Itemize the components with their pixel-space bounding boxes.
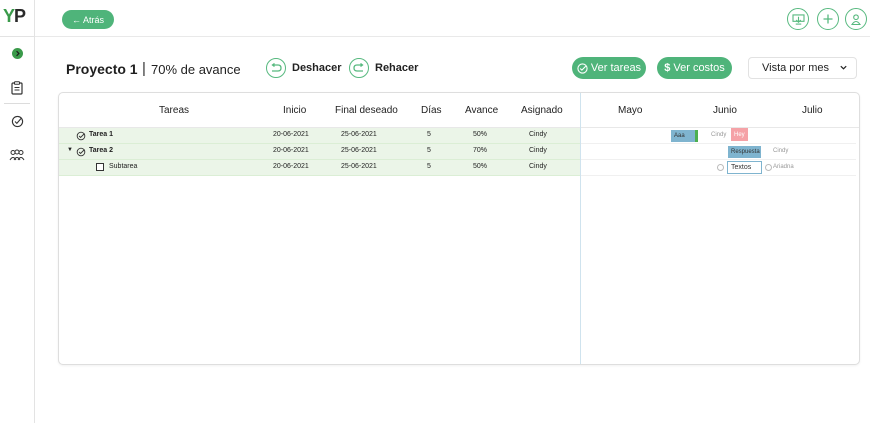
gantt-assignee: Ariadna — [773, 164, 794, 170]
check-circle-icon[interactable] — [76, 147, 86, 157]
subtask-checkbox[interactable] — [96, 163, 104, 171]
plus-icon — [823, 14, 833, 24]
task-progress: 50% — [473, 131, 488, 138]
arrow-left-icon: ← — [71, 14, 81, 25]
task-name: Tarea 1 — [89, 131, 113, 138]
month-header-julio: Julio — [802, 105, 823, 116]
task-end: 25-06-2021 — [341, 131, 377, 138]
gantt-panel: Tareas Inicio Final deseado Días Avance … — [58, 92, 860, 365]
view-mode-value: Vista por mes — [762, 62, 830, 74]
download-icon — [791, 13, 805, 25]
task-progress: 50% — [473, 163, 488, 170]
column-header-end: Final deseado — [335, 105, 398, 116]
download-button[interactable] — [787, 8, 809, 30]
view-tasks-button[interactable]: Ver tareas — [572, 57, 646, 79]
expand-sidebar-button[interactable] — [6, 44, 28, 62]
column-header-progress: Avance — [465, 105, 499, 116]
task-days: 5 — [427, 147, 431, 154]
topbar-divider — [35, 36, 870, 37]
rail-divider — [4, 103, 30, 104]
caret-down-icon[interactable]: ▼ — [67, 147, 73, 153]
task-start: 20-06-2021 — [273, 131, 309, 138]
task-days: 5 — [427, 131, 431, 138]
title-separator: | — [142, 60, 146, 77]
sidebar-item-tasks[interactable] — [6, 112, 28, 130]
rail-divider-top — [0, 36, 35, 37]
redo-button[interactable]: Rehacer — [349, 58, 418, 78]
month-header-junio: Junio — [713, 105, 737, 116]
gantt-assignee: Cindy — [711, 132, 727, 138]
dollar-icon: $ — [664, 62, 671, 74]
undo-label: Deshacer — [292, 62, 342, 74]
column-header-days: Días — [421, 105, 442, 116]
sidebar-item-team[interactable] — [6, 146, 28, 164]
chevron-right-circle-icon — [11, 47, 23, 59]
task-end: 25-06-2021 — [341, 147, 377, 154]
gantt-splitter[interactable] — [580, 93, 581, 364]
task-assignee: Cindy — [529, 131, 547, 138]
view-costs-button[interactable]: $ Ver costos — [657, 57, 732, 79]
gantt-bar[interactable]: Respuesta — [728, 146, 761, 158]
view-costs-label: Ver costos — [673, 62, 725, 74]
app-logo[interactable]: YP — [3, 6, 26, 26]
task-start: 20-06-2021 — [273, 147, 309, 154]
left-sidebar: YP — [0, 0, 35, 423]
back-button[interactable]: ← Atrás — [62, 10, 114, 29]
task-assignee: Cindy — [529, 147, 547, 154]
clipboard-icon — [11, 81, 23, 95]
undo-icon — [266, 58, 286, 78]
gantt-link-handle-left[interactable] — [717, 164, 724, 171]
view-tasks-label: Ver tareas — [590, 62, 642, 74]
project-progress: 70% de avance — [151, 62, 241, 77]
column-header-tasks: Tareas — [159, 105, 190, 116]
check-circle-icon — [577, 62, 588, 74]
table-row[interactable]: Subtarea 20-06-2021 25-06-2021 5 50% Cin… — [59, 160, 580, 176]
column-header-assignee: Asignado — [521, 105, 563, 116]
project-title: Proyecto 1 — [66, 61, 138, 77]
gantt-row: Respuesta Cindy — [581, 144, 856, 160]
table-row[interactable]: ▼ Tarea 2 20-06-2021 25-06-2021 5 70% Ci… — [59, 144, 580, 160]
task-days: 5 — [427, 163, 431, 170]
gantt-row: Aaa Cindy Hey — [581, 128, 856, 144]
gantt-link-handle-right[interactable] — [765, 164, 772, 171]
check-circle-icon[interactable] — [76, 131, 86, 141]
task-end: 25-06-2021 — [341, 163, 377, 170]
table-row[interactable]: Tarea 1 20-06-2021 25-06-2021 5 50% Cind… — [59, 128, 580, 144]
gantt-bar[interactable]: Hey — [731, 128, 748, 141]
gantt-bar[interactable]: Aaa — [671, 130, 698, 142]
check-circle-icon — [11, 115, 23, 127]
redo-icon — [349, 58, 369, 78]
chevron-down-icon — [840, 65, 847, 70]
table-header: Tareas Inicio Final deseado Días Avance … — [59, 93, 859, 128]
month-header-mayo: Mayo — [618, 105, 643, 116]
user-profile-button[interactable] — [845, 8, 867, 30]
task-name: Subtarea — [109, 163, 138, 170]
view-mode-select[interactable]: Vista por mes — [748, 57, 857, 79]
sidebar-item-clipboard[interactable] — [6, 79, 28, 97]
redo-label: Rehacer — [375, 62, 419, 74]
task-progress: 70% — [473, 147, 488, 154]
user-icon — [851, 13, 861, 25]
column-header-start: Inicio — [283, 105, 307, 116]
add-button[interactable] — [817, 8, 839, 30]
gantt-row: Textos Ariadna — [581, 160, 856, 176]
undo-button[interactable]: Deshacer — [266, 58, 342, 78]
back-button-label: Atrás — [82, 14, 104, 25]
gantt-bar-selected[interactable]: Textos — [727, 161, 762, 174]
team-icon — [9, 149, 25, 161]
task-start: 20-06-2021 — [273, 163, 309, 170]
task-assignee: Cindy — [529, 163, 547, 170]
task-name: Tarea 2 — [89, 147, 113, 154]
gantt-assignee: Cindy — [773, 148, 789, 154]
